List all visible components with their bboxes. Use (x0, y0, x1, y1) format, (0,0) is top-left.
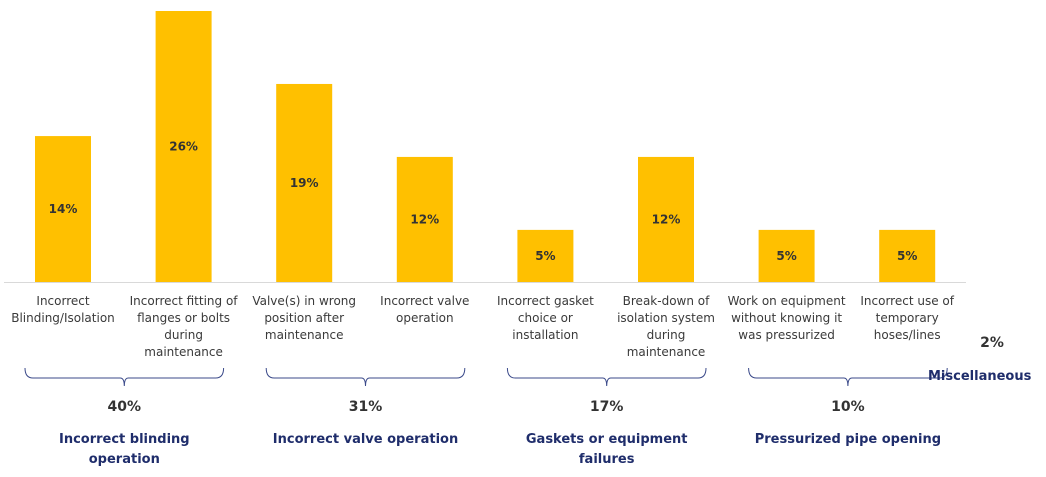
bar (638, 156, 694, 282)
bar-value-label: 5% (776, 249, 796, 263)
category-label: Incorrect gasket choice or installation (496, 294, 594, 342)
category-label: Valve(s) in wrong position after mainten… (252, 294, 357, 342)
group-name: Gaskets or equipment failures (525, 432, 688, 467)
group-percent: 31% (348, 399, 383, 415)
bar (758, 229, 815, 282)
bar-value-label: 14% (49, 202, 78, 216)
misc-group-name: Miscellaneous (928, 369, 1032, 384)
bar (276, 83, 333, 282)
bar-value-label: 26% (169, 140, 198, 154)
category-label: Incorrect use of temporary hoses/lines (860, 294, 954, 342)
bar-value-label: 12% (410, 212, 439, 226)
group-percent: 17% (589, 399, 624, 415)
group-name: Pressurized pipe opening (754, 432, 942, 447)
bar (396, 156, 453, 282)
category-label: Incorrect fitting of flanges or bolts du… (129, 294, 238, 359)
bar-value-label: 5% (535, 249, 555, 263)
bar (879, 229, 936, 282)
group-name: Incorrect valve operation (272, 432, 459, 447)
category-label: Incorrect Blinding/Isolation (11, 294, 115, 325)
bar (517, 229, 574, 282)
bar-value-label: 19% (290, 176, 319, 190)
group-name: Incorrect blinding operation (58, 432, 190, 467)
bar-value-label: 5% (897, 249, 917, 263)
group-bracket (24, 367, 225, 387)
category-label: Incorrect valve operation (380, 294, 470, 325)
category-label: Work on equipment without knowing it was… (727, 294, 846, 342)
group-percent: 40% (107, 399, 142, 415)
group-bracket (748, 367, 948, 387)
bar-value-label: 12% (652, 212, 681, 226)
group-percent: 10% (831, 399, 865, 415)
category-label: Break-down of isolation system during ma… (617, 294, 715, 359)
bar (35, 136, 91, 282)
group-bracket (506, 367, 707, 387)
misc-percent: 2% (980, 335, 1004, 351)
group-bracket (265, 367, 466, 387)
bar (155, 11, 212, 282)
